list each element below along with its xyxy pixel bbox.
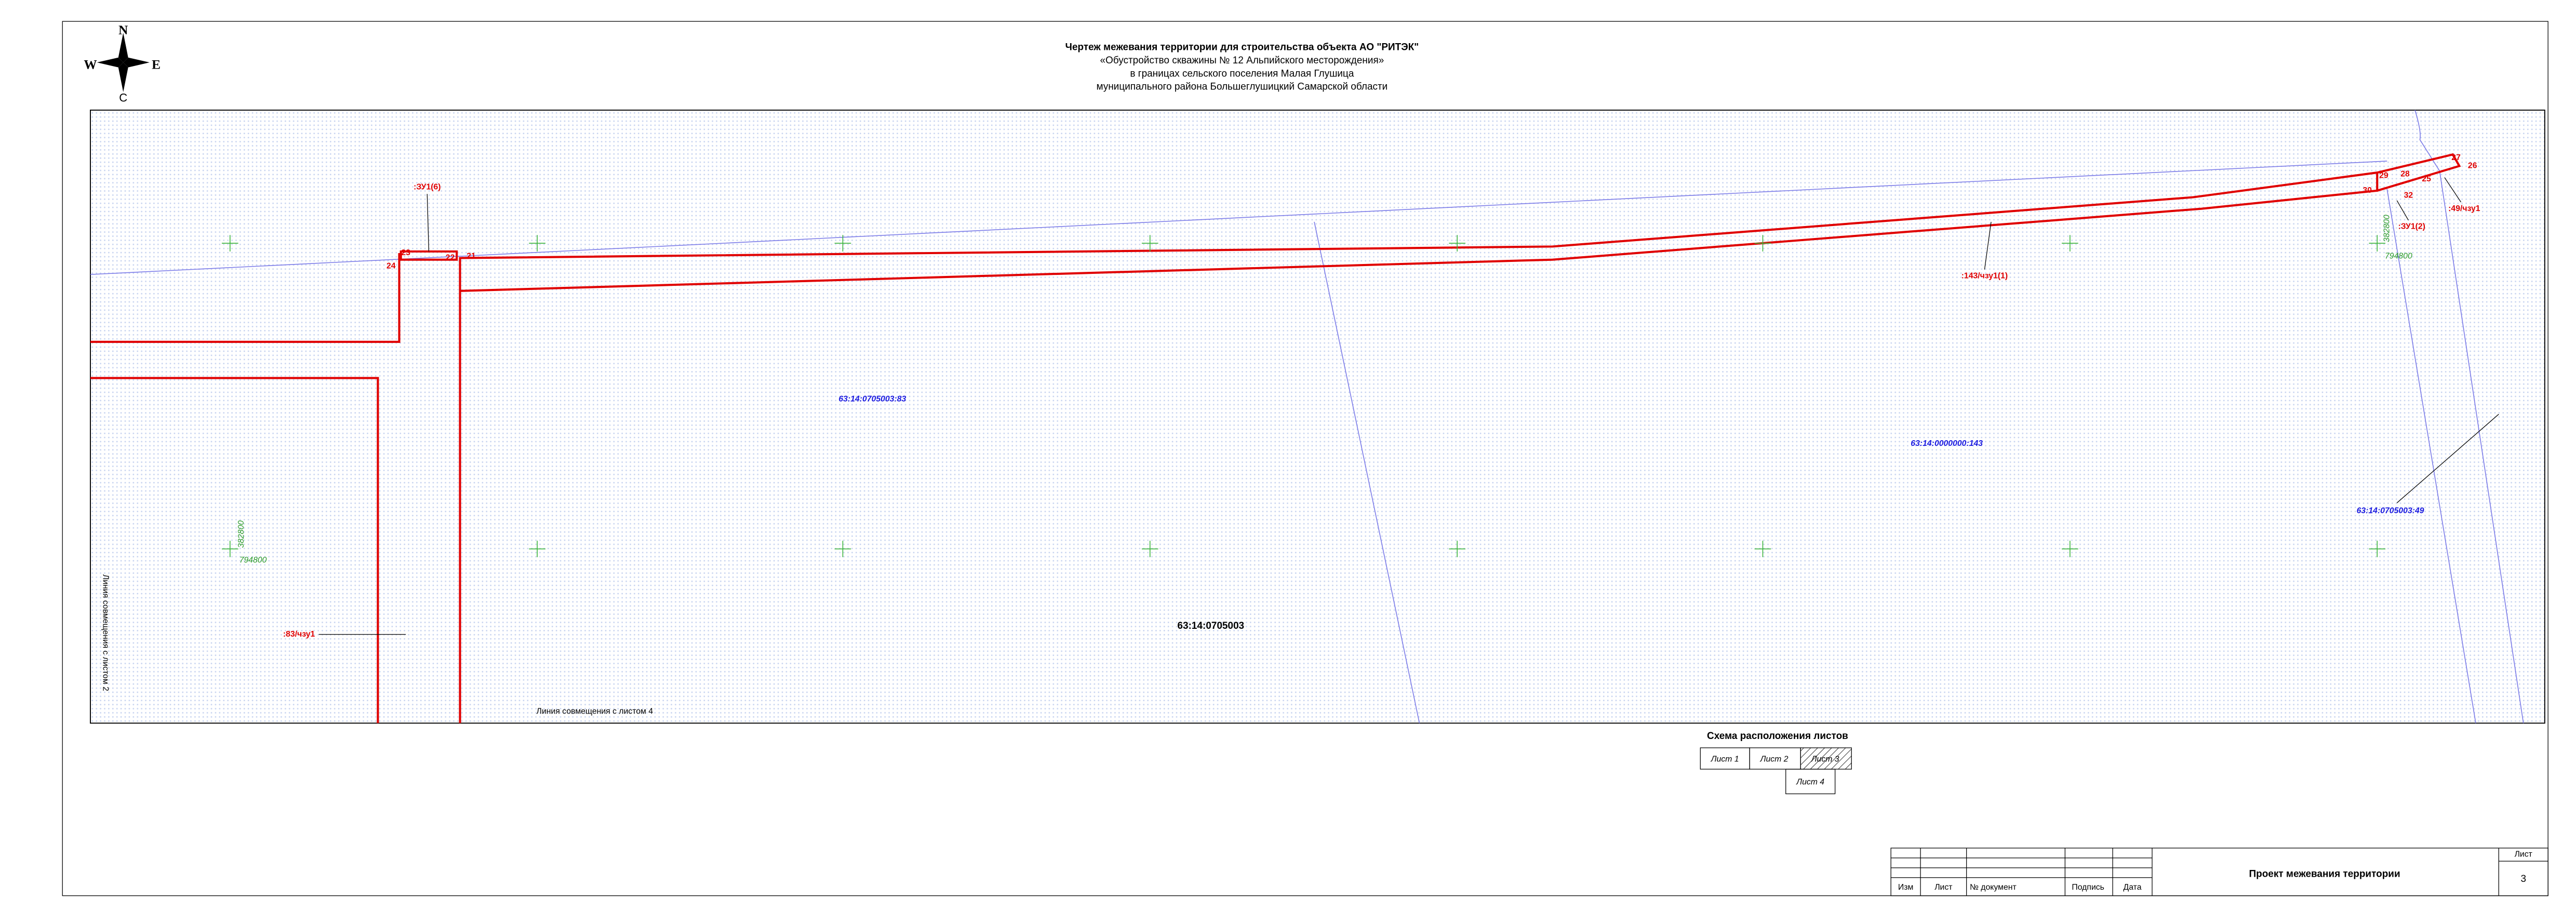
grid-y-label: 794800 — [2385, 252, 2412, 261]
parcel-label: 63:14:0705003:49 — [2357, 507, 2424, 516]
point-label: 29 — [2379, 171, 2388, 180]
map: 63:14:0705003:83 63:14:0000000:143 63:14… — [90, 109, 2545, 724]
column-label: Лист — [1934, 883, 1952, 892]
point-label: 30 — [2363, 186, 2372, 195]
parcel-label: 63:14:0705003:83 — [838, 395, 906, 404]
point-label: 21 — [466, 252, 476, 261]
zone-label: :ЗУ1(2) — [2398, 222, 2425, 231]
column-label: № документ — [1970, 883, 2017, 892]
subtitle: «Обустройство скважины № 12 Альпийского … — [1100, 55, 1384, 66]
compass-east: E — [152, 57, 161, 72]
sheet-box: Лист 1 — [1711, 755, 1739, 763]
point-label: 27 — [2451, 153, 2461, 162]
join-line-label: Линия совмещения с листом 2 — [101, 574, 110, 691]
point-label: 22 — [446, 254, 455, 262]
quarter-label: 63:14:0705003 — [1178, 620, 1245, 631]
title-block: Изм Лист № документ Подпись Дата Проект … — [1890, 848, 2548, 896]
grid-y-label: 794800 — [239, 556, 267, 565]
point-label: 24 — [386, 262, 396, 271]
grid-x-label: 382800 — [2382, 215, 2391, 242]
sheet-box: Лист 4 — [1796, 778, 1824, 787]
compass-north: N — [118, 23, 128, 37]
zone-label: :ЗУ1(6) — [413, 183, 441, 192]
point-label: 26 — [2468, 162, 2477, 170]
zone-label: :49/чзу1 — [2448, 204, 2480, 213]
zone-label: :83/чзу1 — [283, 630, 315, 639]
parcel-label: 63:14:0000000:143 — [1911, 439, 1983, 448]
document-name: Проект межевания территории — [2249, 868, 2400, 879]
subtitle: муниципального района Большеглушицкий Са… — [1097, 82, 1388, 93]
sheet-scheme: Схема расположения листов Лист 1 Лист 2 … — [1700, 731, 1852, 795]
sheet-label: Лист — [2515, 850, 2532, 859]
scheme-title: Схема расположения листов — [1707, 731, 1848, 742]
column-label: Подпись — [2072, 883, 2104, 892]
column-label: Дата — [2124, 883, 2142, 892]
column-label: Изм — [1898, 883, 1913, 892]
point-label: 28 — [2400, 169, 2410, 178]
compass-south: С — [119, 91, 127, 104]
sheet-box: Лист 3 — [1811, 755, 1839, 763]
title: Чертеж межевания территории для строител… — [1065, 42, 1419, 53]
point-label: 25 — [2422, 175, 2431, 183]
point-label: 32 — [2404, 191, 2413, 200]
compass-west: W — [84, 57, 97, 72]
join-line-label: Линия совмещения с листом 4 — [537, 707, 653, 716]
sheet-number: 3 — [2520, 874, 2526, 884]
sheet-frame — [62, 21, 2548, 896]
sheet-box: Лист 2 — [1760, 755, 1788, 763]
zone-label: :143/чзу1(1) — [1961, 271, 2008, 280]
grid-x-label: 382800 — [237, 520, 246, 548]
subtitle: в границах сельского поселения Малая Глу… — [1130, 68, 1354, 79]
point-label: 23 — [401, 248, 410, 257]
compass: N W E С — [84, 23, 161, 104]
